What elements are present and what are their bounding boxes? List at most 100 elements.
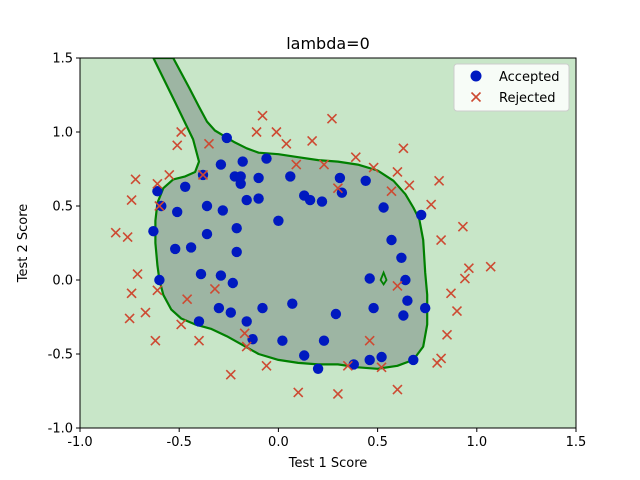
rejected-point [459,273,470,284]
rejected-point [342,360,353,371]
legend-box [453,63,570,112]
rejected-point [318,159,330,170]
rejected-point [257,110,268,121]
legend-accepted-marker [470,70,482,82]
data-points-layer [110,110,496,400]
rejected-point [332,183,343,194]
rejected-point [152,285,163,296]
rejected-point [122,232,133,243]
rejected-point [197,169,209,180]
accepted-point [273,215,284,226]
accepted-point [247,334,258,345]
accepted-point [330,308,342,320]
rejected-point [392,280,403,291]
accepted-point [368,302,379,314]
rejected-point [110,227,121,238]
rejected-point [130,174,141,185]
rejected-point [251,126,262,138]
rejected-point [239,328,250,339]
legend-rejected-label: Rejected [499,91,556,106]
accepted-point [237,156,248,167]
rejected-point [364,335,375,346]
accepted-point [154,274,165,286]
rejected-point [154,200,165,212]
accepted-point [364,354,375,366]
accepted-point [396,252,407,263]
rejected-point [172,140,183,151]
rejected-point [326,113,338,124]
accepted-point [217,205,228,216]
accepted-point [172,206,183,218]
rejected-point [150,335,161,346]
accepted-point [225,307,236,318]
y-axis-ticks: -1.0 -0.5 0.0 0.5 1.0 1.5 [48,52,80,437]
legend: Accepted Rejected [453,63,570,112]
rejected-point [368,162,379,173]
y-tick-label: -0.5 [48,348,73,363]
accepted-point [201,200,213,212]
rejected-point [164,169,175,180]
accepted-point [152,186,163,197]
accepted-point [156,200,167,212]
rejected-point [436,234,447,246]
rejected-point [404,180,415,191]
accepted-point [241,194,252,206]
accepted-point [185,242,197,253]
y-tick-label: 1.5 [52,52,73,67]
x-axis-ticks: -1.0 -0.5 0.0 0.5 1.0 1.5 [67,428,586,450]
rejected-point [203,138,215,149]
rejected-point [152,178,163,189]
legend-accepted-label: Accepted [499,70,560,85]
legend-rejected-marker [470,91,482,103]
rejected-point [291,159,302,170]
rejected-point [426,199,437,210]
rejected-point [293,387,304,398]
rejected-point [432,357,443,368]
rejected-point [182,294,193,305]
rejected-point [441,329,453,340]
accepted-point [241,316,252,327]
accepted-point [304,194,316,206]
rejected-point [386,186,397,197]
accepted-point [408,354,419,366]
rejected-point [392,384,403,395]
rejected-point [398,143,409,154]
rejected-point [392,166,403,178]
accepted-point [253,172,264,184]
accepted-point [227,277,238,289]
accepted-point [170,243,181,255]
rejected-point [140,307,151,318]
accepted-point [287,298,298,309]
rejected-point [126,288,137,299]
x-axis-label: Test 1 Score [288,456,368,471]
x-tick-label: -0.5 [167,435,192,450]
rejected-point [124,313,135,324]
rejected-point [271,126,282,138]
rejected-point [434,175,445,186]
x-tick-label: 0.5 [367,435,388,450]
rejected-point [376,362,387,373]
chart-title: lambda=0 [286,34,370,53]
accepted-point [420,302,431,314]
rejected-point [457,221,468,232]
rejected-point [281,138,292,149]
y-tick-label: -1.0 [48,422,73,437]
accepted-point [201,228,213,240]
accepted-point [221,132,232,144]
rejected-point [261,360,272,371]
accepted-point [257,302,268,314]
rejected-point [209,283,220,294]
accepted-point [180,181,191,192]
accepted-point [299,350,310,361]
accepted-point [402,295,413,306]
rejected-point [350,152,361,163]
rejected-point [445,288,457,299]
accepted-point [318,335,330,346]
accepted-point [360,175,371,186]
accepted-point [400,274,411,286]
x-tick-label: 0.0 [268,435,289,450]
accepted-point [277,335,288,346]
y-tick-label: 1.0 [52,126,73,141]
rejected-point [451,306,463,317]
